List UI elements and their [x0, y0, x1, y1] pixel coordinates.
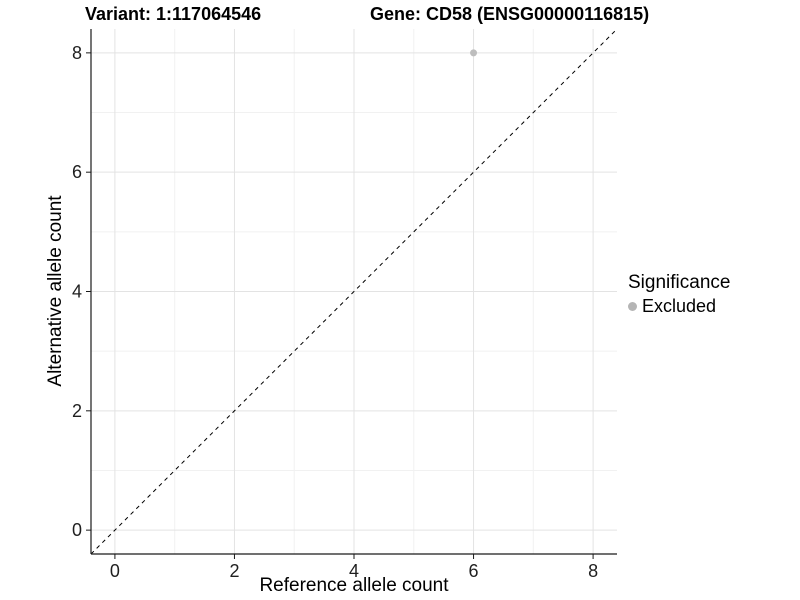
x-tick-label: 2	[229, 561, 239, 581]
legend-key-dot-icon	[628, 302, 637, 311]
x-tick-label: 4	[349, 561, 359, 581]
variant-title: Variant: 1:117064546	[85, 4, 262, 24]
y-tick-label: 8	[72, 43, 82, 63]
legend-title: Significance	[628, 272, 731, 293]
y-axis-title: Alternative allele count	[45, 195, 66, 387]
data-point	[470, 49, 478, 57]
x-tick-label: 8	[588, 561, 598, 581]
y-tick-label: 4	[72, 282, 82, 302]
x-tick-label: 6	[469, 561, 479, 581]
x-tick-label: 0	[110, 561, 120, 581]
gene-title: Gene: CD58 (ENSG00000116815)	[370, 4, 650, 24]
x-axis-title: Reference allele count	[259, 575, 449, 596]
legend-item-label: Excluded	[642, 296, 717, 316]
y-tick-label: 2	[72, 401, 82, 421]
y-tick-label: 0	[72, 520, 82, 540]
y-tick-label: 6	[72, 162, 82, 182]
legend-item-excluded: Excluded	[628, 296, 730, 317]
legend: Significance Excluded	[628, 272, 730, 317]
identity-reference-line	[90, 28, 618, 555]
